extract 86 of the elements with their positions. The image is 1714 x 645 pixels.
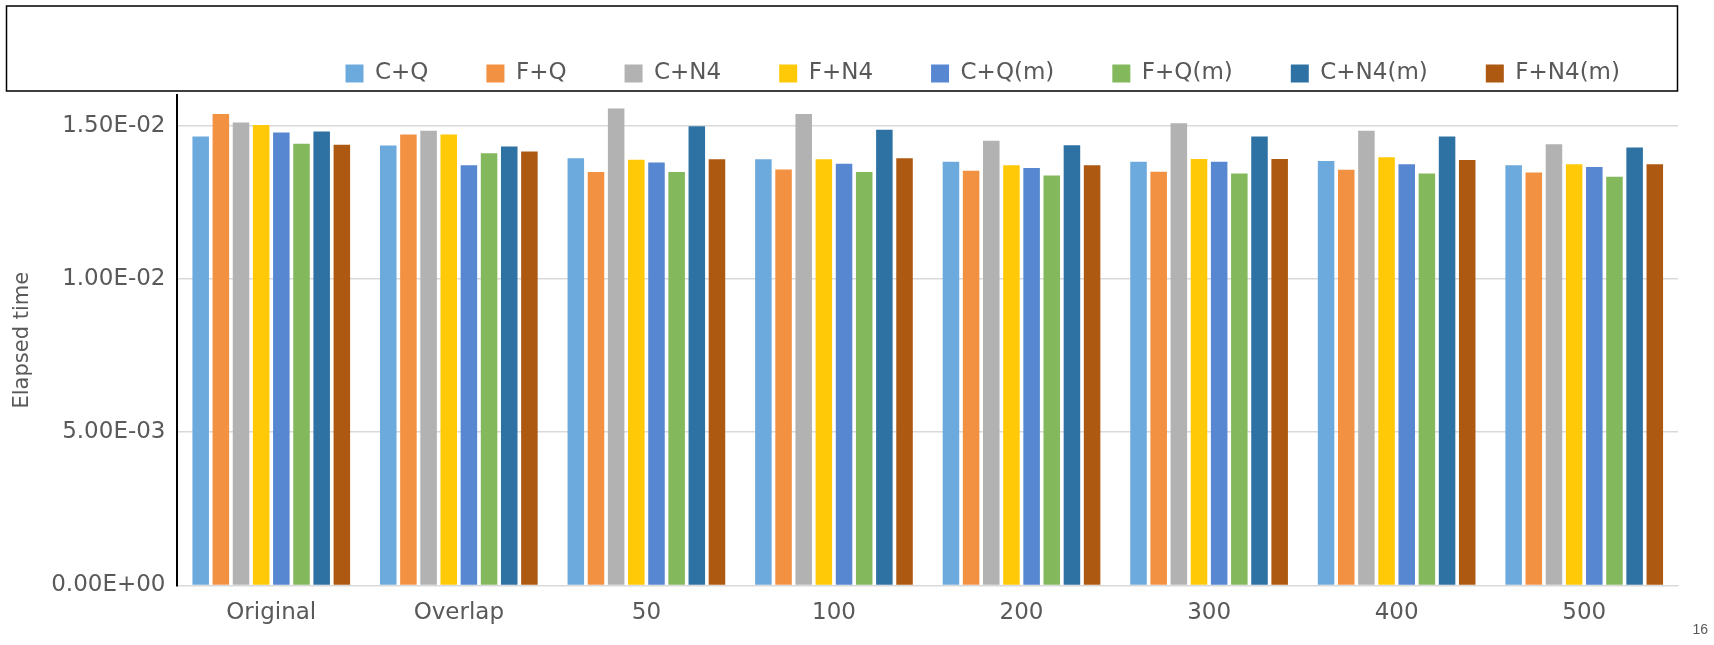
bar — [1438, 136, 1456, 585]
x-tick-label: 50 — [631, 598, 662, 625]
bar — [855, 171, 873, 585]
bar — [983, 140, 1000, 585]
y-tick-label: 5.00E-03 — [62, 417, 166, 444]
bar — [273, 132, 290, 585]
bar — [1458, 159, 1476, 585]
y-tick-label: 1.00E-02 — [62, 263, 166, 290]
bar — [192, 136, 209, 585]
bar — [1170, 123, 1188, 585]
bar — [587, 171, 605, 585]
bar — [708, 159, 726, 585]
bar — [1525, 172, 1543, 585]
bar — [795, 114, 812, 585]
bar — [1271, 159, 1288, 585]
bar — [232, 122, 250, 585]
bar — [1251, 136, 1268, 585]
bar — [1083, 165, 1101, 585]
bar — [460, 165, 478, 585]
bar — [1646, 164, 1664, 585]
bar — [1505, 165, 1522, 585]
bar — [1023, 167, 1040, 585]
bar — [400, 134, 417, 585]
bar — [313, 131, 330, 585]
bar — [1190, 159, 1208, 585]
bar — [500, 146, 518, 585]
bar — [293, 143, 310, 585]
bar — [1565, 164, 1583, 585]
bar — [1378, 157, 1395, 585]
bar — [1418, 173, 1436, 585]
bar — [212, 114, 230, 585]
bar — [1606, 176, 1623, 585]
x-tick-label: 300 — [1187, 598, 1232, 625]
x-tick-label: 500 — [1562, 598, 1607, 625]
legend-label: C+Q — [375, 58, 429, 85]
bar — [333, 144, 351, 585]
legend-label: F+N4 — [808, 58, 874, 85]
bar — [1043, 175, 1061, 585]
bar — [1626, 147, 1643, 585]
y-tick-label: 1.50E-02 — [62, 110, 166, 137]
bar — [668, 171, 685, 585]
legend-label: C+Q(m) — [960, 58, 1055, 85]
bar — [607, 108, 625, 585]
text: 16 — [1692, 621, 1708, 637]
legend-label: F+Q — [515, 58, 567, 85]
bar — [648, 162, 665, 585]
bar — [1210, 161, 1228, 585]
bar — [1545, 144, 1563, 585]
bar — [379, 145, 397, 585]
bar — [1063, 145, 1081, 585]
bar — [688, 126, 706, 585]
bar — [1586, 167, 1603, 585]
bar — [567, 158, 585, 585]
bar — [480, 153, 498, 585]
y-tick-label: 0.00E+00 — [51, 570, 166, 597]
x-tick-label: Original — [226, 598, 317, 625]
x-tick-label: 100 — [812, 598, 856, 625]
x-tick-label: 400 — [1374, 598, 1419, 625]
bar — [835, 163, 853, 585]
legend-label: F+N4(m) — [1515, 58, 1621, 85]
bar — [962, 170, 980, 585]
bar — [420, 130, 437, 585]
bar — [1398, 164, 1415, 585]
legend-label: C+N4 — [654, 58, 722, 85]
bar — [815, 159, 833, 585]
bar — [876, 129, 893, 585]
bar — [521, 151, 538, 585]
bar — [896, 158, 913, 585]
bar — [942, 161, 960, 585]
bar — [1150, 171, 1167, 585]
bar — [440, 134, 458, 585]
x-tick-label: Overlap — [413, 598, 505, 625]
bar — [1358, 130, 1375, 585]
bar — [1231, 173, 1248, 585]
y-axis-title: Elapsed time — [9, 271, 34, 409]
bar — [628, 159, 645, 585]
bar — [1317, 160, 1335, 585]
bar — [252, 125, 270, 585]
bar — [755, 159, 772, 585]
legend-label: C+N4(m) — [1320, 58, 1428, 85]
bar — [775, 169, 792, 585]
bar — [1337, 169, 1355, 585]
legend-label: F+Q(m) — [1141, 58, 1233, 85]
x-tick-label: 200 — [999, 598, 1044, 625]
bar — [1130, 161, 1147, 585]
bar — [1003, 165, 1020, 585]
